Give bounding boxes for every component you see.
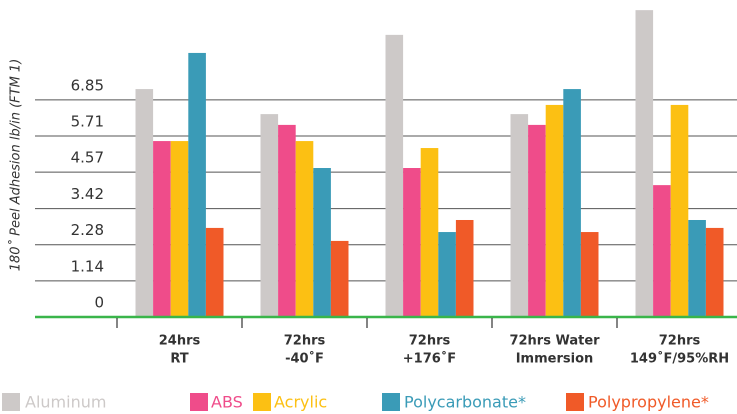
x-tick-label: Immersion [516, 352, 594, 367]
y-tick-label: 5.71 [71, 112, 104, 130]
bar [135, 89, 154, 318]
bar [438, 232, 456, 317]
bar [653, 185, 671, 317]
x-tick-label: 72hrs [409, 334, 451, 349]
y-tick-label: 4.57 [71, 149, 104, 167]
bar [688, 219, 706, 317]
x-tick-label: 72hrs Water [509, 334, 600, 349]
x-tick-label: RT [170, 352, 188, 367]
y-tick-label: 3.42 [71, 185, 104, 203]
bar [170, 141, 189, 317]
x-tick-label: 72hrs [659, 334, 701, 349]
x-tick-label: 72hrs [284, 334, 326, 349]
bar [313, 168, 331, 317]
y-tick-label: 2.28 [71, 221, 104, 239]
bar [528, 124, 546, 317]
bar [545, 104, 564, 317]
legend-swatch [2, 393, 20, 411]
bar [385, 34, 404, 318]
bar [330, 240, 349, 317]
legend-label: Polypropylene* [588, 393, 709, 412]
bar [420, 148, 439, 317]
bar [295, 141, 314, 317]
legend-label: Acrylic [274, 393, 327, 412]
bar [455, 219, 474, 317]
bar [670, 104, 689, 317]
bar [510, 114, 529, 318]
bar [403, 168, 421, 317]
bar [260, 114, 279, 318]
bar [580, 232, 599, 317]
x-tick-label: 149˚F/95%RH [630, 351, 729, 367]
x-tick-label: -40˚F [285, 351, 324, 367]
bar [278, 124, 296, 317]
bar [705, 227, 724, 317]
x-tick-label: +176˚F [403, 351, 456, 367]
y-axis-label: 180˚ Peel Adhesion lb/in (FTM 1) [8, 59, 24, 272]
bar [563, 89, 581, 318]
legend-label: Aluminum [25, 393, 106, 412]
bar [205, 227, 224, 317]
legend-swatch [190, 393, 208, 411]
legend-label: ABS [211, 393, 243, 412]
y-tick-label: 1.14 [71, 257, 104, 275]
y-tick-label: 6.85 [71, 76, 104, 94]
legend-label: Polycarbonate* [404, 393, 526, 412]
legend-swatch [566, 393, 584, 411]
y-tick-label: 0 [94, 294, 104, 312]
legend-swatch [253, 393, 271, 411]
bar [188, 52, 206, 318]
bar [635, 10, 654, 317]
x-tick-label: 24hrs [159, 334, 201, 349]
legend-swatch [382, 393, 400, 411]
bar [153, 141, 171, 317]
